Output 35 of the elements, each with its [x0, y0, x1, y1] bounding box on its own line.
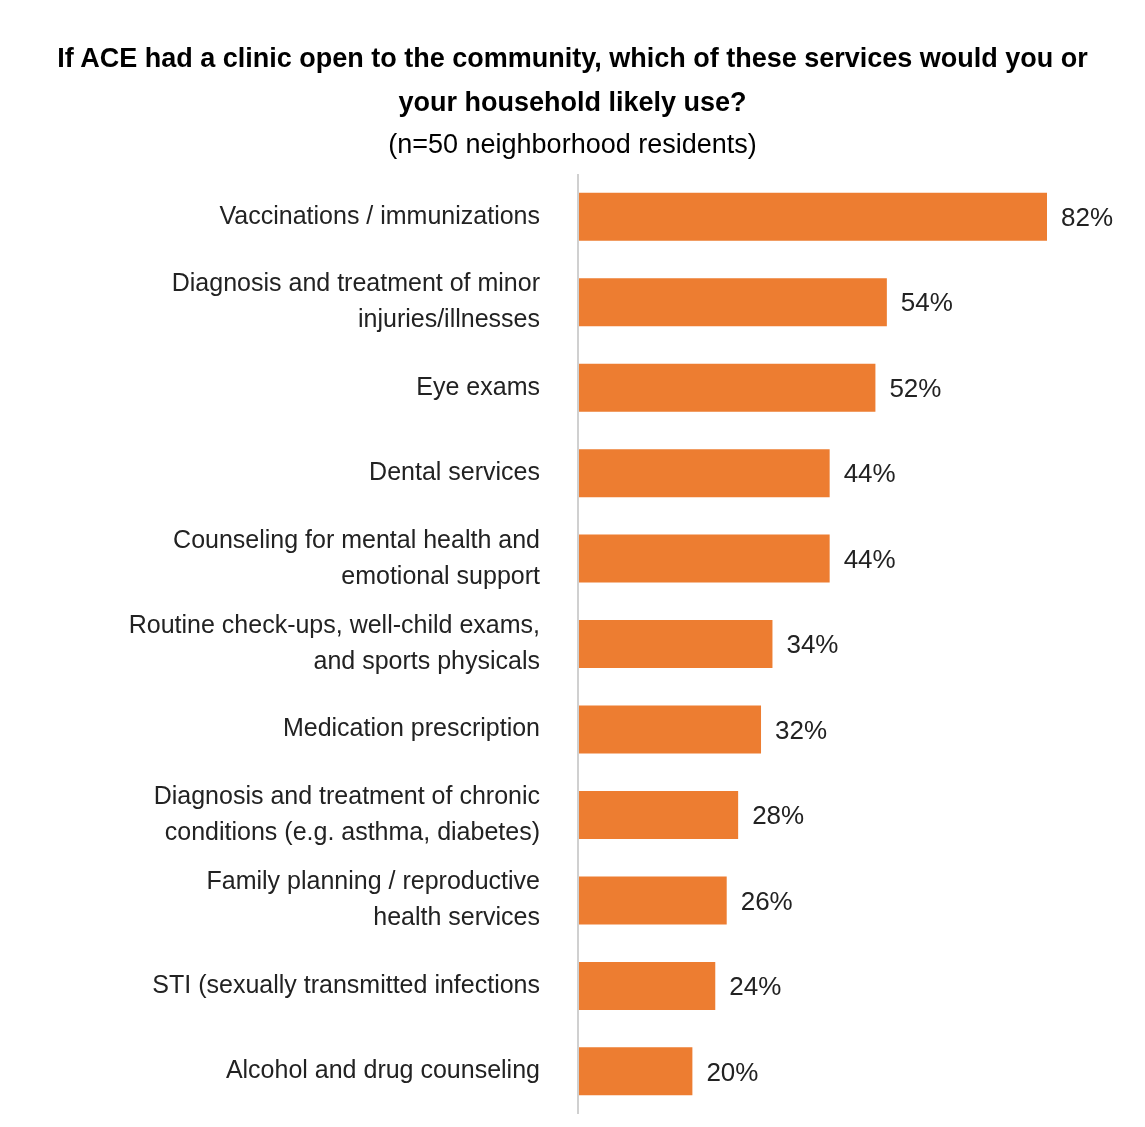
bar: [578, 620, 773, 669]
data-label: 82%: [1061, 202, 1114, 233]
data-label: 54%: [900, 287, 953, 318]
y-tick-label: Diagnosis and treatment of minor injuries/illnesses: [171, 267, 540, 332]
y-tick-label: Eye exams: [416, 371, 540, 400]
bar: [578, 534, 830, 583]
data-label: 44%: [843, 458, 896, 489]
data-label: 28%: [752, 800, 805, 831]
y-tick-label: Vaccinations / immunizations: [219, 200, 540, 229]
data-label: 26%: [740, 885, 793, 916]
data-label: 24%: [729, 971, 782, 1002]
data-label: 34%: [786, 629, 839, 660]
y-tick-label: Family planning / reproductive health services: [206, 865, 540, 930]
chart-subtitle: (n=50 neighborhood residents): [387, 128, 758, 161]
y-tick-label: STI (sexually transmitted infections: [152, 969, 540, 998]
bar: [578, 961, 716, 1010]
bar: [578, 449, 830, 498]
data-label: 20%: [706, 1056, 759, 1087]
y-tick-label: Counseling for mental health and emotional support: [173, 524, 541, 589]
data-label: 52%: [889, 372, 942, 403]
y-tick-label: Dental services: [369, 456, 540, 485]
bar: [578, 705, 762, 754]
data-label: 44%: [843, 543, 896, 574]
y-tick-label: Routine check-ups, well-child exams, and sports physicals: [128, 609, 540, 674]
bar: [578, 278, 887, 327]
data-label: 32%: [775, 714, 828, 745]
y-tick-label: Alcohol and drug counseling: [225, 1054, 540, 1083]
bar: [578, 363, 876, 412]
chart-title: If ACE had a clinic open to the community, which of these services would you or your household likely use?: [56, 42, 1089, 119]
y-tick-label: Medication prescription: [282, 713, 540, 742]
bar: [578, 192, 1047, 241]
y-tick-label: Diagnosis and treatment of chronic conditions (e.g. asthma, diabetes): [153, 780, 540, 845]
bar: [578, 876, 727, 925]
bar: [578, 790, 739, 839]
bar: [578, 1047, 693, 1096]
